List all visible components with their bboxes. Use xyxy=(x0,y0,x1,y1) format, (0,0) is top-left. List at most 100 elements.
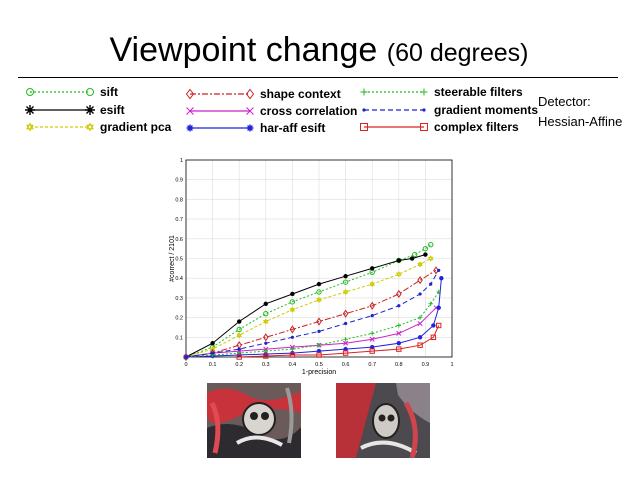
data-point xyxy=(370,266,375,271)
data-point xyxy=(342,288,349,296)
data-point xyxy=(423,252,428,257)
series-line xyxy=(185,254,426,358)
data-point xyxy=(263,348,268,354)
series-line xyxy=(239,325,440,358)
legend-entry-gradient-moments: gradient moments xyxy=(362,103,538,117)
legend-entry-esift: esift xyxy=(25,103,125,117)
legend-entry-shape-context: shape context xyxy=(185,87,341,101)
data-point xyxy=(316,289,322,295)
data-point xyxy=(396,271,402,278)
data-point xyxy=(369,336,375,342)
y-tick-label: 0.6 xyxy=(175,237,183,243)
detector-label: Detector: xyxy=(538,94,591,109)
y-tick-label: 0.5 xyxy=(175,257,183,263)
y-tick-label: 1 xyxy=(180,158,183,164)
data-point xyxy=(429,282,433,286)
data-point xyxy=(369,301,376,310)
data-point xyxy=(428,301,433,307)
title-divider xyxy=(18,77,618,78)
data-point xyxy=(316,352,322,358)
y-tick-label: 0.8 xyxy=(175,197,183,203)
series-line xyxy=(185,258,431,358)
x-tick-label: 0.3 xyxy=(262,362,270,368)
data-point xyxy=(289,299,296,305)
x-tick-label: 0.1 xyxy=(209,362,217,368)
data-point xyxy=(342,279,349,285)
data-point xyxy=(396,258,401,263)
data-point xyxy=(316,348,322,354)
x-tick-label: 0.4 xyxy=(289,362,297,368)
data-point xyxy=(343,274,348,279)
data-point xyxy=(263,310,269,317)
x-tick-label: 0.9 xyxy=(422,362,430,368)
x-tick-label: 0.5 xyxy=(315,362,323,368)
data-point xyxy=(412,251,418,258)
data-point xyxy=(236,326,242,333)
data-point xyxy=(316,296,322,304)
data-point xyxy=(290,291,295,297)
data-point xyxy=(436,322,442,329)
data-point xyxy=(396,341,401,346)
series-complex-filters xyxy=(236,322,442,360)
data-point xyxy=(263,318,269,325)
data-point xyxy=(427,255,434,262)
x-tick-label: 0.6 xyxy=(342,362,350,368)
legend-label: har-aff esift xyxy=(260,121,325,135)
data-point xyxy=(433,266,439,275)
legend-entry-cross-correlation: cross correlation xyxy=(186,104,357,118)
data-point xyxy=(396,330,402,336)
graffiti-viewpoint-image xyxy=(336,383,430,458)
data-point xyxy=(236,332,242,339)
data-point xyxy=(289,306,296,313)
data-point xyxy=(342,350,349,356)
x-tick-label: 0.7 xyxy=(368,362,376,368)
x-axis-label: 1-precision xyxy=(302,369,336,376)
y-tick-label: 0.2 xyxy=(175,316,183,322)
y-tick-label: 0.3 xyxy=(175,296,183,302)
data-point xyxy=(417,261,423,268)
data-point xyxy=(344,321,348,326)
data-point xyxy=(417,342,423,348)
data-point xyxy=(417,320,423,327)
detector-box: Detector: Hessian-Affine xyxy=(538,92,622,132)
legend-entry-steerable-filters: steerable filters xyxy=(360,85,523,99)
data-point xyxy=(417,315,423,320)
y-tick-label: 0.7 xyxy=(175,217,183,223)
legend-entry-har-aff-esift: har-aff esift xyxy=(186,121,325,135)
legend-label: complex filters xyxy=(434,120,519,134)
data-point xyxy=(436,305,441,310)
data-point xyxy=(439,276,444,281)
data-point xyxy=(289,352,296,358)
y-tick-label: 0.4 xyxy=(175,276,183,282)
data-point xyxy=(396,323,401,328)
title-subtitle: (60 degrees) xyxy=(386,39,529,67)
data-point xyxy=(396,346,402,352)
data-point xyxy=(290,335,294,339)
data-point xyxy=(316,317,322,326)
data-point xyxy=(211,351,215,355)
data-point xyxy=(417,335,423,340)
data-point xyxy=(370,314,374,318)
data-point xyxy=(316,342,322,348)
data-point xyxy=(436,289,441,295)
legend-label: gradient pca xyxy=(100,120,172,134)
data-point xyxy=(263,301,268,307)
series-line xyxy=(185,291,440,358)
data-point xyxy=(342,309,349,318)
series-sift xyxy=(183,242,434,360)
data-point xyxy=(431,323,436,328)
legend-label: cross correlation xyxy=(260,104,357,118)
data-point xyxy=(317,329,321,333)
data-point xyxy=(409,256,415,261)
data-point xyxy=(395,289,402,299)
precision-recall-chart: 0 0.1 0.2 0.3 0.4 0.5 0.6 0.7 0.8 0.9 1 0.1 0.2 0.3 0.… xyxy=(169,158,454,376)
graffiti-reference-image xyxy=(207,383,301,458)
x-tick-label: 1 xyxy=(450,362,453,368)
legend-label: shape context xyxy=(260,87,341,101)
data-point xyxy=(397,304,401,308)
slide-title: Viewpoint change (60 degrees) xyxy=(0,30,638,73)
data-point xyxy=(343,337,348,342)
data-point xyxy=(343,346,348,352)
x-tick-label: 0.2 xyxy=(235,362,243,368)
legend-entry-gradient-pca: gradient pca xyxy=(26,120,172,134)
